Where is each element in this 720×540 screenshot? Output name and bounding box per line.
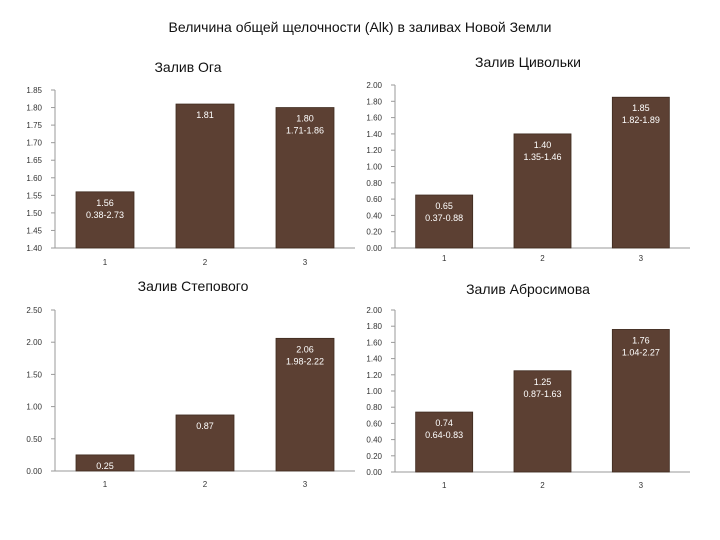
data-label: 1.98-2.22 — [286, 356, 324, 366]
y-tick-label: 1.20 — [366, 146, 382, 155]
y-tick-label: 0.20 — [366, 452, 382, 461]
y-tick-label: 1.85 — [26, 86, 42, 95]
y-tick-label: 1.80 — [26, 104, 42, 113]
x-tick-label: 1 — [442, 481, 447, 490]
y-tick-label: 1.40 — [26, 244, 42, 253]
y-tick-label: 1.00 — [366, 163, 382, 172]
y-tick-label: 0.60 — [366, 195, 382, 204]
y-tick-label: 0.80 — [366, 403, 382, 412]
data-label: 0.87-1.63 — [523, 389, 561, 399]
chart-title: Залив Цивольки — [475, 54, 581, 70]
chart-title: Залив Ога — [154, 59, 221, 75]
data-label: 1.71-1.86 — [286, 126, 324, 136]
bar — [611, 96, 670, 249]
bar — [513, 370, 572, 473]
chart-title: Залив Степового — [138, 278, 249, 294]
y-tick-label: 1.00 — [366, 387, 382, 396]
y-tick-label: 1.75 — [26, 121, 42, 130]
data-label: 0.22-0.28 — [86, 473, 124, 483]
y-tick-label: 0.50 — [26, 435, 42, 444]
data-label: 1.85 — [632, 103, 650, 113]
data-label: 0.38-2.73 — [86, 210, 124, 220]
y-tick-label: 2.00 — [366, 81, 382, 90]
bar — [275, 107, 335, 249]
y-tick-label: 1.40 — [366, 355, 382, 364]
data-label: 0.25 — [96, 461, 114, 471]
data-label: 1.35-1.46 — [523, 152, 561, 162]
x-tick-label: 3 — [303, 258, 308, 267]
y-tick-label: 0.20 — [366, 228, 382, 237]
data-label: 1.40 — [534, 140, 552, 150]
y-tick-label: 0.40 — [366, 436, 382, 445]
data-label: 1.81 — [196, 110, 214, 120]
bar — [513, 133, 572, 249]
y-tick-label: 1.70 — [26, 139, 42, 148]
bar — [415, 194, 474, 249]
x-tick-label: 2 — [540, 254, 545, 263]
y-tick-label: 1.00 — [26, 403, 42, 412]
y-tick-label: 1.60 — [26, 174, 42, 183]
data-label: 1.25 — [534, 377, 552, 387]
y-tick-label: 1.80 — [366, 97, 382, 106]
bar — [175, 103, 235, 249]
y-tick-label: 2.00 — [366, 306, 382, 315]
data-label: 0.74 — [435, 418, 453, 428]
x-tick-label: 1 — [442, 254, 447, 263]
y-tick-label: 1.50 — [26, 370, 42, 379]
data-label: 2.06 — [296, 344, 314, 354]
data-label: 1.56 — [96, 198, 114, 208]
data-label: 1.80 — [296, 114, 314, 124]
x-tick-label: 3 — [639, 481, 644, 490]
data-label: 0.64-0.83 — [425, 430, 463, 440]
page-title: Величина общей щелочности (Alk) в залива… — [168, 19, 552, 35]
x-tick-label: 2 — [203, 258, 208, 267]
y-tick-label: 0.40 — [366, 211, 382, 220]
y-tick-label: 1.50 — [26, 209, 42, 218]
y-tick-label: 0.80 — [366, 179, 382, 188]
y-tick-label: 2.50 — [26, 306, 42, 315]
data-label: 1.76 — [632, 335, 650, 345]
y-tick-label: 1.60 — [366, 338, 382, 347]
bar — [415, 411, 474, 473]
bar — [75, 191, 135, 249]
x-tick-label: 3 — [639, 254, 644, 263]
y-tick-label: 0.60 — [366, 419, 382, 428]
y-tick-label: 0.00 — [366, 468, 382, 477]
data-label: 0.87 — [196, 421, 214, 431]
x-tick-label: 3 — [303, 480, 308, 489]
bar — [175, 414, 235, 472]
y-tick-label: 1.55 — [26, 191, 42, 200]
y-tick-label: 1.80 — [366, 322, 382, 331]
data-label: 0.65 — [435, 201, 453, 211]
x-tick-label: 1 — [103, 480, 108, 489]
data-label: 0.37-0.88 — [425, 213, 463, 223]
bar — [611, 329, 670, 473]
y-tick-label: 1.20 — [366, 371, 382, 380]
y-tick-label: 0.00 — [26, 467, 42, 476]
data-label: 1.04-2.27 — [622, 347, 660, 357]
y-tick-label: 1.60 — [366, 114, 382, 123]
y-tick-label: 2.00 — [26, 338, 42, 347]
y-tick-label: 1.40 — [366, 130, 382, 139]
x-tick-label: 2 — [203, 480, 208, 489]
bar — [275, 337, 335, 472]
chart-title: Залив Абросимова — [466, 281, 590, 297]
y-tick-label: 0.00 — [366, 244, 382, 253]
y-tick-label: 1.45 — [26, 226, 42, 235]
bar — [75, 454, 135, 472]
data-label: 1.82-1.89 — [622, 115, 660, 125]
y-tick-label: 1.65 — [26, 156, 42, 165]
x-tick-label: 2 — [540, 481, 545, 490]
x-tick-label: 1 — [103, 258, 108, 267]
